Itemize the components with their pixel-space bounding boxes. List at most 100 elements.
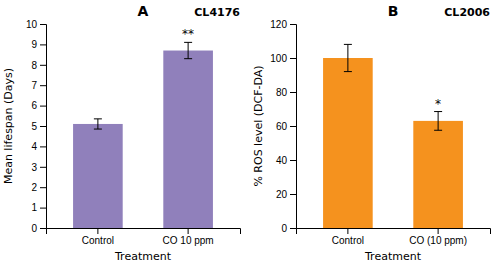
y-axis: 0 20 40 60 80 100 120	[270, 19, 296, 234]
title: B	[388, 3, 399, 19]
x-tick-label: CO 10 ppm	[163, 235, 214, 246]
y-tick-mark	[40, 65, 46, 66]
bar	[323, 58, 373, 228]
x-tick: Control	[332, 228, 364, 246]
error-bar	[184, 42, 192, 58]
x-tick-mark	[188, 228, 189, 234]
error-cap	[94, 129, 102, 130]
x-axis-line	[47, 229, 241, 235]
y-axis-title: Mean lifespan (Days)	[2, 68, 15, 184]
y-tick-label: 80	[276, 87, 288, 98]
error-line	[347, 44, 348, 71]
error-cap	[434, 111, 442, 112]
y-tick: 9	[31, 39, 46, 50]
y-tick-mark	[40, 208, 46, 209]
y-tick: 7	[31, 80, 46, 91]
error-cap	[344, 44, 352, 45]
y-tick-mark	[290, 24, 296, 25]
y-tick-label: 120	[270, 19, 287, 30]
x-tick: Control	[82, 228, 114, 246]
y-tick-label: 40	[276, 155, 288, 166]
y-tick-label: 6	[31, 100, 37, 111]
y-tick-mark	[290, 92, 296, 93]
y-tick: 60	[276, 121, 296, 132]
marks	[323, 44, 463, 228]
y-tick-mark	[290, 228, 296, 229]
y-tick-label: 0	[281, 223, 287, 234]
y-tick-label: 3	[31, 162, 37, 173]
y-tick: 4	[31, 141, 46, 152]
y-tick: 8	[31, 60, 46, 71]
y-tick-label: 0	[31, 223, 37, 234]
panel: ** 0 1 2 3 4 5 6 7 8 9 10 Control CO 10 ppm Treatment M…	[2, 3, 241, 263]
y-tick: 40	[276, 155, 296, 166]
significance-label: *	[435, 97, 441, 111]
y-tick: 80	[276, 87, 296, 98]
y-tick-mark	[290, 126, 296, 127]
bar	[413, 121, 463, 228]
y-tick-mark	[290, 58, 296, 59]
y-tick-label: 2	[31, 182, 37, 193]
error-bar	[94, 119, 102, 129]
y-tick-label: 10	[26, 19, 38, 30]
y-tick-mark	[40, 126, 46, 127]
panel: * 0 20 40 60 80 100 120 Control CO (10 ppm) Treatm…	[252, 3, 491, 263]
y-tick-mark	[40, 106, 46, 107]
error-cap	[344, 71, 352, 72]
y-tick-label: 9	[31, 39, 37, 50]
y-tick-label: 1	[31, 202, 37, 213]
y-tick-mark	[40, 44, 46, 45]
significance-label: **	[182, 27, 194, 41]
annotation: CL4176	[194, 6, 240, 19]
x-axis: Control CO 10 ppm	[47, 228, 241, 246]
x-axis: Control CO (10 ppm)	[297, 228, 491, 246]
annotation: CL2006	[444, 6, 490, 19]
y-tick-mark	[40, 85, 46, 86]
y-tick-mark	[40, 146, 46, 147]
figure: ** 0 1 2 3 4 5 6 7 8 9 10 Control CO 10 ppm Treatment M…	[0, 0, 500, 268]
y-tick-label: 100	[270, 53, 287, 64]
title: A	[138, 3, 149, 19]
y-tick: 1	[31, 202, 46, 213]
error-cap	[94, 118, 102, 119]
x-axis-title: Treatment	[114, 250, 172, 263]
y-tick: 120	[270, 19, 296, 30]
error-cap	[184, 42, 192, 43]
marks	[73, 42, 213, 228]
y-axis: 0 1 2 3 4 5 6 7 8 9 10	[26, 19, 47, 234]
y-tick: 100	[270, 53, 296, 64]
error-line	[438, 112, 439, 131]
y-tick-label: 5	[31, 121, 37, 132]
y-tick: 0	[31, 223, 46, 234]
error-bar	[344, 44, 352, 71]
y-tick: 0	[281, 223, 296, 234]
y-tick: 3	[31, 162, 46, 173]
x-tick-label: CO (10 ppm)	[409, 235, 467, 246]
bar	[163, 51, 213, 228]
error-line	[97, 119, 98, 129]
y-tick-mark	[290, 194, 296, 195]
y-tick-label: 7	[31, 80, 37, 91]
error-line	[188, 42, 189, 58]
y-axis-line	[40, 25, 47, 229]
x-tick-label: Control	[332, 235, 364, 246]
x-tick-mark	[438, 228, 439, 234]
y-axis-title: % ROS level (DCF-DA)	[252, 65, 265, 186]
error-cap	[184, 58, 192, 59]
x-tick-mark	[347, 228, 348, 234]
x-axis-title: Treatment	[364, 250, 422, 263]
y-tick-label: 4	[31, 141, 37, 152]
y-tick: 2	[31, 182, 46, 193]
y-tick-mark	[40, 24, 46, 25]
x-tick-mark	[97, 228, 98, 234]
x-tick-label: Control	[82, 235, 114, 246]
y-tick-mark	[40, 187, 46, 188]
bar	[73, 124, 123, 228]
y-tick: 20	[276, 189, 296, 200]
y-tick: 6	[31, 100, 46, 111]
error-cap	[434, 130, 442, 131]
y-tick-mark	[40, 228, 46, 229]
y-tick-label: 20	[276, 189, 288, 200]
y-tick-label: 8	[31, 60, 37, 71]
y-tick-mark	[290, 160, 296, 161]
